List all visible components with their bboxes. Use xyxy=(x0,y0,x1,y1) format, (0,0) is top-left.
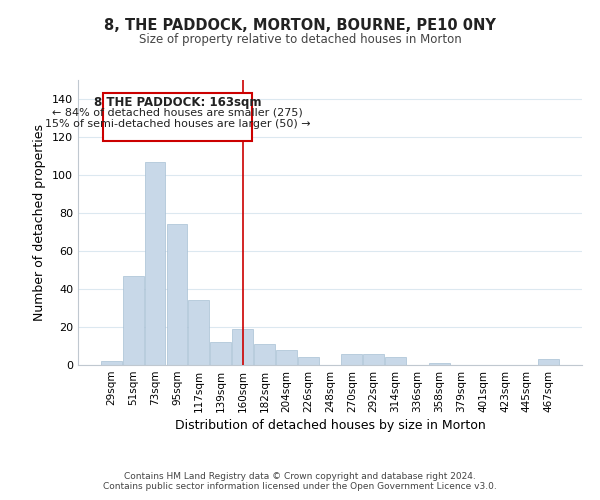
Bar xyxy=(145,162,166,365)
Text: ← 84% of detached houses are smaller (275): ← 84% of detached houses are smaller (27… xyxy=(52,108,303,118)
FancyBboxPatch shape xyxy=(103,94,253,141)
Bar xyxy=(232,329,253,365)
Bar xyxy=(254,344,275,365)
Bar xyxy=(210,342,231,365)
Text: 8 THE PADDOCK: 163sqm: 8 THE PADDOCK: 163sqm xyxy=(94,96,261,109)
Text: Size of property relative to detached houses in Morton: Size of property relative to detached ho… xyxy=(139,32,461,46)
Y-axis label: Number of detached properties: Number of detached properties xyxy=(34,124,46,321)
Bar xyxy=(167,224,187,365)
Bar xyxy=(101,361,122,365)
Bar xyxy=(188,300,209,365)
Text: 15% of semi-detached houses are larger (50) →: 15% of semi-detached houses are larger (… xyxy=(44,119,310,129)
Bar xyxy=(123,276,143,365)
Bar xyxy=(385,358,406,365)
Bar xyxy=(538,360,559,365)
Text: Contains public sector information licensed under the Open Government Licence v3: Contains public sector information licen… xyxy=(103,482,497,491)
Bar xyxy=(429,363,450,365)
Bar xyxy=(298,358,319,365)
Bar xyxy=(341,354,362,365)
X-axis label: Distribution of detached houses by size in Morton: Distribution of detached houses by size … xyxy=(175,419,485,432)
Bar xyxy=(276,350,296,365)
Text: 8, THE PADDOCK, MORTON, BOURNE, PE10 0NY: 8, THE PADDOCK, MORTON, BOURNE, PE10 0NY xyxy=(104,18,496,32)
Bar xyxy=(364,354,384,365)
Text: Contains HM Land Registry data © Crown copyright and database right 2024.: Contains HM Land Registry data © Crown c… xyxy=(124,472,476,481)
